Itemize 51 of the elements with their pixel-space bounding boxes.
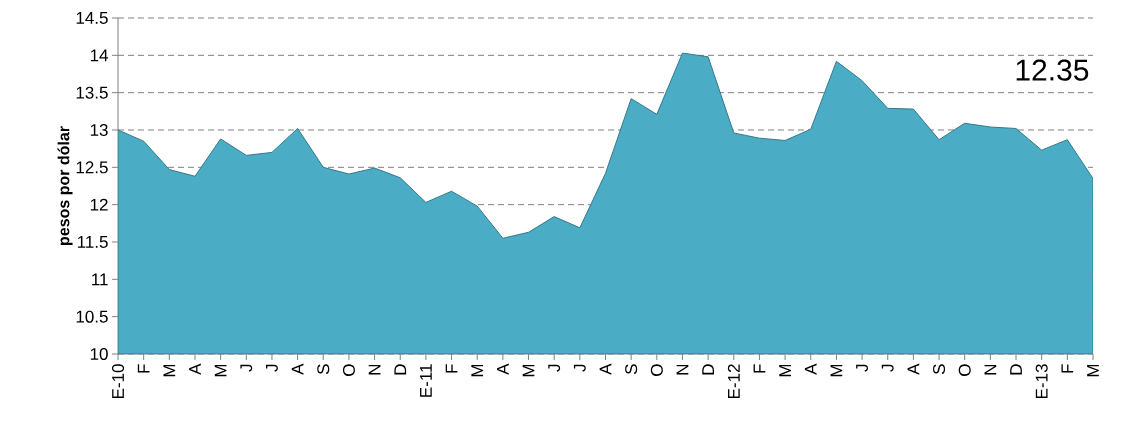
x-tick-label: D [1010, 364, 1022, 375]
x-tick-label: S [933, 364, 946, 375]
y-tick-label: 12 [90, 198, 108, 211]
x-tick-label: O [650, 364, 663, 376]
x-tick-label: N [984, 364, 997, 375]
y-axis-title: pesos por dólar [57, 126, 73, 245]
y-tick-label: 10.5 [76, 310, 108, 323]
x-tick-label: M [1087, 364, 1099, 377]
x-tick-label: A [189, 363, 201, 375]
x-tick-label: E-13 [1035, 364, 1048, 399]
y-tick-label: 14.5 [76, 12, 108, 24]
x-tick-label: J [266, 364, 278, 372]
x-tick-label: A [599, 363, 612, 375]
x-tick-label: M [214, 364, 227, 377]
y-tick-label: 10 [90, 347, 108, 361]
x-tick-label: D [394, 364, 407, 375]
y-tick-label: 13 [90, 123, 108, 137]
x-tick-label: M [779, 364, 791, 377]
x-tick-label: A [804, 363, 817, 375]
x-tick-label: E-11 [420, 364, 432, 397]
x-tick-label: A [907, 363, 920, 375]
x-tick-label: F [137, 364, 150, 373]
x-tick-label: F [753, 364, 766, 373]
y-tick-label: 11 [92, 273, 108, 286]
x-tick-label: S [625, 364, 638, 375]
x-tick-label: M [471, 364, 484, 377]
x-tick-label: M [830, 364, 843, 377]
y-tick-label: 11.5 [77, 236, 108, 248]
x-tick-label: M [163, 364, 176, 377]
x-tick-label: N [368, 364, 381, 375]
y-tick-label: 14 [90, 49, 108, 62]
x-tick-label: A [497, 363, 509, 375]
x-tick-label: F [445, 364, 458, 373]
x-tick-label: J [856, 364, 869, 372]
x-tick-label: J [881, 364, 894, 372]
x-tick-label: F [1061, 364, 1074, 373]
x-tick-label: D [702, 364, 714, 375]
x-tick-label: A [291, 363, 304, 375]
x-tick-label: J [573, 364, 586, 372]
x-tick-label: M [522, 364, 535, 377]
x-tick-label: N [676, 364, 689, 375]
y-tick-label: 12.5 [76, 161, 108, 174]
x-tick-label: E-10 [112, 364, 125, 399]
x-tick-label: J [548, 364, 561, 372]
x-tick-label: J [240, 364, 253, 372]
y-tick-label: 13.5 [76, 86, 108, 99]
x-tick-label: E-12 [727, 364, 740, 399]
x-tick-label: S [317, 364, 330, 375]
annotation: 12.35 [1016, 59, 1089, 81]
x-tick-label: O [342, 364, 355, 376]
x-tick-label: O [958, 364, 971, 376]
